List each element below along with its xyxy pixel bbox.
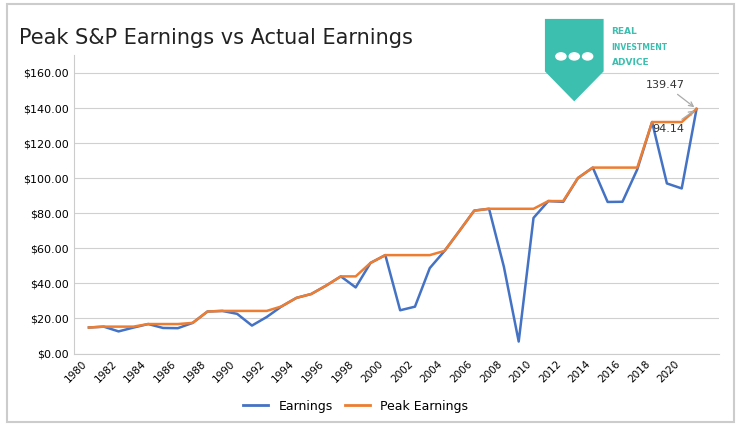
- Legend: Earnings, Peak Earnings: Earnings, Peak Earnings: [239, 394, 473, 417]
- Text: 94.14: 94.14: [653, 111, 693, 134]
- Text: INVESTMENT: INVESTMENT: [611, 43, 668, 52]
- Text: REAL: REAL: [611, 26, 637, 36]
- Circle shape: [569, 53, 579, 60]
- Text: 139.47: 139.47: [645, 80, 694, 106]
- Text: ADVICE: ADVICE: [611, 58, 649, 67]
- Text: Peak S&P Earnings vs Actual Earnings: Peak S&P Earnings vs Actual Earnings: [19, 28, 413, 48]
- Circle shape: [582, 53, 593, 60]
- Polygon shape: [545, 19, 604, 101]
- Circle shape: [556, 53, 566, 60]
